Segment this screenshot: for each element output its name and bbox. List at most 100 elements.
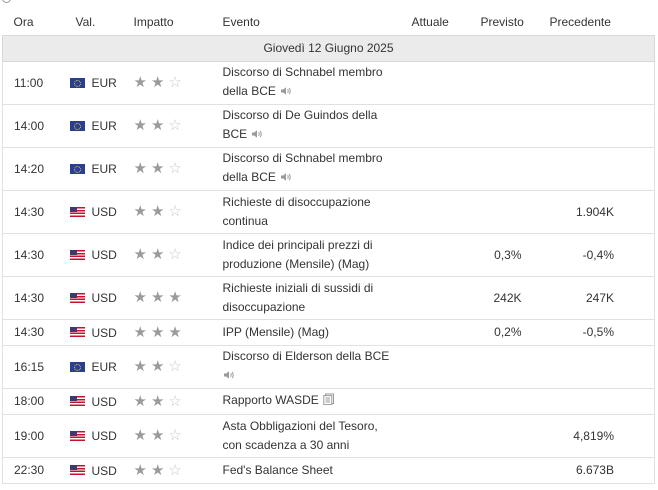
event-row[interactable]: 22:30 USD ★★☆ Fed's Balance Sheet 6.673B [2,457,655,484]
event-actual [409,147,469,191]
star-filled-icon: ★ [150,323,169,341]
event-row[interactable]: 14:30 USD ★★★ Richieste iniziali di sussidi… [2,276,655,320]
star-filled-icon: ★ [150,203,169,220]
header-importance[interactable]: Impatto [133,10,223,36]
event-time: 11:00 [2,61,70,105]
star-empty-icon: ☆ [168,203,186,220]
event-name[interactable]: Rapporto WASDE [222,388,410,415]
event-time: 18:00 [2,388,70,415]
event-name[interactable]: Discorso di De Guindos della BCE [222,104,410,148]
us-flag-icon [69,292,85,303]
event-time: 14:00 [2,104,70,148]
event-name[interactable]: Richieste iniziali di sussidi di disoccup… [222,276,410,320]
event-row[interactable]: 14:30 USD ★★☆ Richieste di disoccupazione co… [2,190,655,234]
header-actual[interactable]: Attuale [409,10,469,36]
event-name[interactable]: Discorso di Schnabel membro della BCE [222,61,410,105]
star-filled-icon: ★ [150,427,169,444]
event-name[interactable]: Asta Obbligazioni del Tesoro, con scadenz… [222,414,410,458]
star-filled-icon: ★ [168,289,186,306]
event-currency-cell: USD [69,319,134,346]
event-row[interactable]: 16:15 EUR ★★☆ Discorso di Elderson della BC… [2,345,655,389]
event-name[interactable]: Richieste di disoccupazione continua [222,190,410,234]
event-currency: USD [91,204,117,219]
event-previous [540,147,655,191]
star-empty-icon: ☆ [168,461,186,479]
header-forecast[interactable]: Previsto [468,10,541,36]
star-filled-icon: ★ [168,323,186,341]
star-filled-icon: ★ [133,203,151,220]
star-filled-icon: ★ [150,160,169,177]
event-currency-cell: USD [69,233,134,277]
event-previous: 247K [540,276,655,320]
event-name[interactable]: Fed's Balance Sheet [222,457,410,484]
event-forecast: 0,3% [468,233,541,277]
star-filled-icon: ★ [133,358,151,375]
star-empty-icon: ☆ [168,160,186,177]
event-name-line2: con scadenza a 30 anni [222,437,350,452]
event-time: 22:30 [2,457,70,484]
event-row[interactable]: 18:00 USD ★★☆ Rapporto WASDE [2,388,655,415]
star-empty-icon: ☆ [168,117,186,134]
event-name[interactable]: Discorso di Schnabel membro della BCE [222,147,410,191]
event-row[interactable]: 14:20 EUR ★★☆ Discorso di Schnabel membro de… [2,147,655,191]
event-name-line2: produzione (Mensile) (Mag) [222,256,370,271]
star-filled-icon: ★ [133,289,151,306]
event-forecast [468,457,541,484]
event-importance: ★★★ [133,319,223,346]
event-name-line1: Asta Obbligazioni del Tesoro, [222,418,378,433]
header-previous[interactable]: Precedente [540,10,655,36]
star-filled-icon: ★ [150,74,169,91]
eu-flag-icon [69,120,85,131]
header-event[interactable]: Evento [222,10,410,36]
star-empty-icon: ☆ [168,392,186,410]
event-actual [409,276,469,320]
event-row[interactable]: 11:00 EUR ★★☆ Discorso di Schnabel membro de… [2,61,655,105]
event-forecast [468,61,541,105]
header-time[interactable]: Ora [2,10,70,36]
event-name-line2: disoccupazione [222,299,306,314]
event-currency-cell: USD [69,388,134,415]
event-row[interactable]: 19:00 USD ★★☆ Asta Obbligazioni del Tesoro,… [2,414,655,458]
star-filled-icon: ★ [133,160,151,177]
event-row[interactable]: 14:00 EUR ★★☆ Discorso di De Guindos della B… [2,104,655,148]
star-empty-icon: ☆ [168,246,186,263]
us-flag-icon [69,430,85,441]
clock-icon [2,0,11,3]
event-actual [409,388,469,415]
event-time: 14:20 [2,147,70,191]
event-name[interactable]: Discorso di Elderson della BCE [222,345,410,389]
star-filled-icon: ★ [133,246,151,263]
star-filled-icon: ★ [133,117,151,134]
star-filled-icon: ★ [150,461,169,479]
eu-flag-icon [69,361,85,372]
event-time: 14:30 [2,276,70,320]
event-name-line2: della BCE [222,170,276,185]
event-currency: EUR [91,75,117,90]
event-previous [540,104,655,148]
event-time: 14:30 [2,190,70,234]
event-currency-cell: USD [69,457,134,484]
event-forecast [468,190,541,234]
event-forecast [468,414,541,458]
us-flag-icon [69,249,85,260]
star-filled-icon: ★ [150,392,169,410]
event-name-line1: IPP (Mensile) (Mag) [222,324,329,339]
event-name[interactable]: IPP (Mensile) (Mag) [222,319,410,346]
event-row[interactable]: 14:30 USD ★★☆ Indice dei principali prezzi … [2,233,655,277]
event-name[interactable]: Indice dei principali prezzi di produzion… [222,233,410,277]
event-currency: USD [91,394,117,409]
eu-flag-icon [69,77,85,88]
event-name-line1: Fed's Balance Sheet [222,462,333,477]
event-row[interactable]: 14:30 USD ★★★ IPP (Mensile) (Mag) 0,2% -0,5% [2,319,655,346]
star-filled-icon: ★ [133,323,151,341]
event-currency: USD [91,428,117,443]
speaker-icon [280,83,292,102]
table-header: Ora Val. Impatto Evento Attuale Previsto… [2,10,655,36]
event-importance: ★★☆ [133,457,223,484]
event-name-line1: Discorso di Elderson della BCE [222,349,390,364]
event-name-line2: continua [222,213,268,228]
event-previous [540,345,655,389]
event-name-line1: Rapporto WASDE [222,393,319,408]
header-currency[interactable]: Val. [69,10,134,36]
event-name-line1: Discorso di Schnabel membro [222,65,383,80]
